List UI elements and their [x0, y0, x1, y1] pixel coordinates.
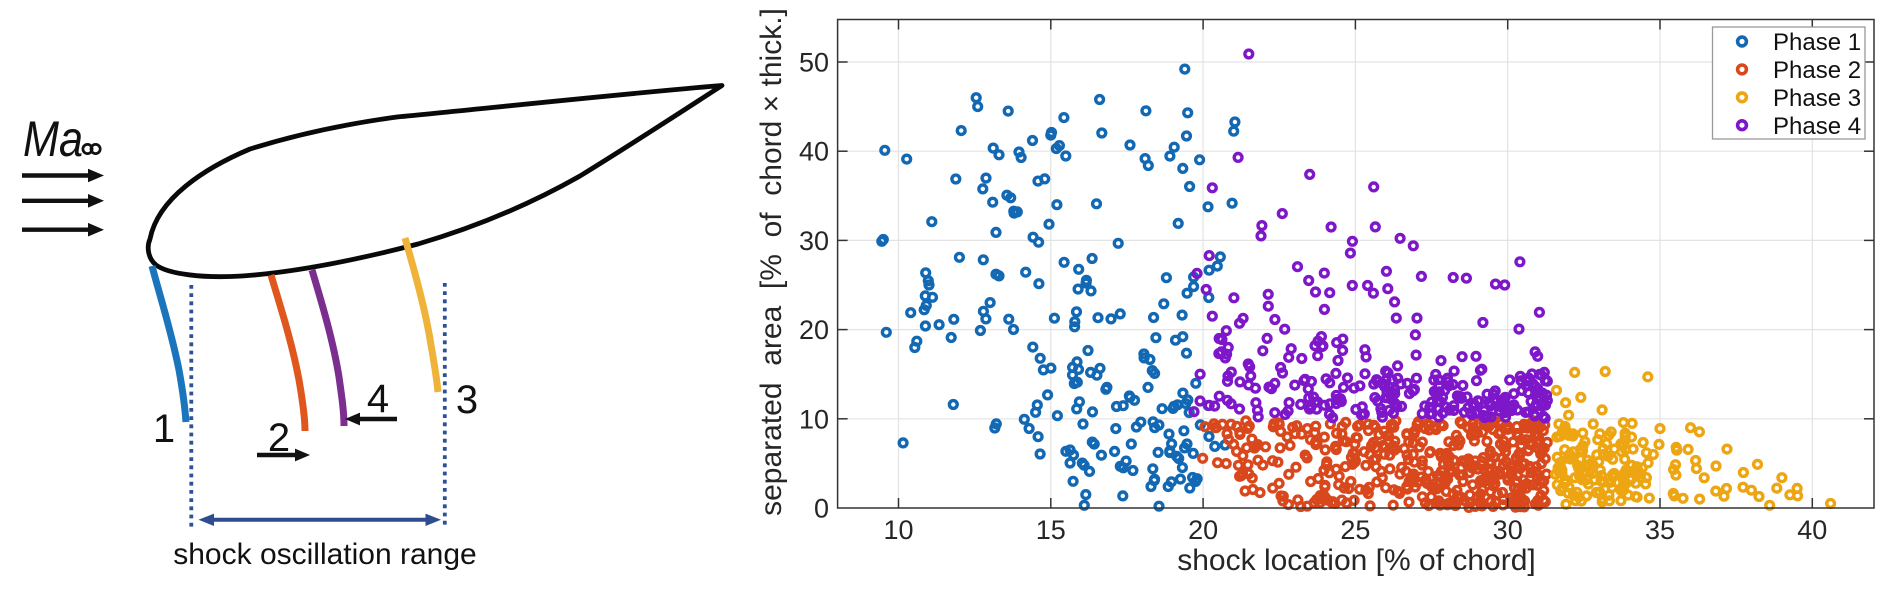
- svg-text:25: 25: [1340, 515, 1370, 545]
- svg-text:20: 20: [799, 315, 829, 345]
- svg-text:3: 3: [456, 378, 478, 422]
- svg-text:10: 10: [883, 515, 913, 545]
- svg-text:Phase 4: Phase 4: [1773, 113, 1861, 140]
- svg-text:2: 2: [268, 416, 290, 460]
- svg-text:1: 1: [153, 407, 175, 451]
- svg-text:separated area [% of chord: separated area [% of chord × thick.]: [755, 8, 788, 516]
- svg-text:30: 30: [1493, 515, 1523, 545]
- svg-text:shock oscillation range: shock oscillation range: [173, 538, 477, 571]
- svg-text:35: 35: [1645, 515, 1675, 545]
- svg-text:Phase 2: Phase 2: [1773, 57, 1861, 84]
- svg-text:Phase 1: Phase 1: [1773, 29, 1861, 56]
- svg-text:Ma: Ma: [23, 111, 83, 167]
- svg-text:50: 50: [799, 48, 829, 78]
- svg-text:15: 15: [1036, 515, 1066, 545]
- svg-text:30: 30: [799, 226, 829, 256]
- svg-text:shock location [% of chord]: shock location [% of chord]: [1177, 544, 1536, 577]
- svg-text:10: 10: [799, 404, 829, 434]
- svg-text:0: 0: [814, 494, 829, 524]
- svg-text:40: 40: [1797, 515, 1827, 545]
- svg-text:Phase 3: Phase 3: [1773, 85, 1861, 112]
- svg-text:40: 40: [799, 137, 829, 167]
- svg-text:4: 4: [367, 377, 389, 421]
- svg-text:20: 20: [1188, 515, 1218, 545]
